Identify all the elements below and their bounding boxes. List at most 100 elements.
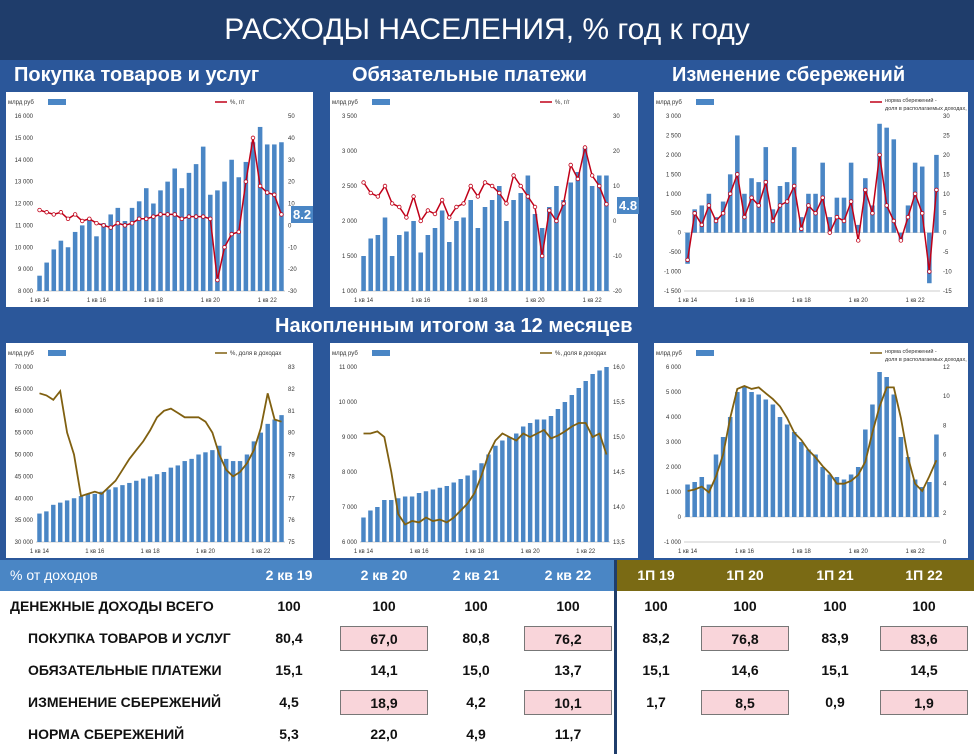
y2-tick-label: -10	[613, 254, 622, 260]
table-row: ДЕНЕЖНЫЕ ДОХОДЫ ВСЕГО 100 100 100 100 100 100 1…	[0, 591, 974, 622]
bar	[375, 507, 380, 542]
line-point	[229, 231, 234, 237]
y-tick-label: 10 000	[339, 400, 358, 406]
y-tick-label: 60 000	[15, 409, 34, 415]
y2-tick-label: 4	[943, 482, 947, 488]
bar	[72, 231, 78, 291]
y-tick-label: 1 500	[342, 254, 358, 260]
bar	[272, 144, 277, 291]
bar	[539, 228, 545, 291]
y2-tick-label: 0	[943, 231, 947, 237]
table-header-label: % от доходов	[10, 567, 98, 583]
y-tick-label: 45 000	[15, 474, 34, 480]
bar	[161, 472, 167, 542]
bar	[692, 209, 697, 233]
line-point	[200, 214, 206, 219]
badge-payments: 4.8	[617, 197, 640, 214]
table-cell	[880, 722, 968, 747]
line-point	[101, 223, 106, 228]
bar	[554, 186, 559, 291]
bar	[548, 416, 554, 542]
bar	[489, 200, 495, 291]
bar	[841, 479, 847, 517]
y-tick-label: 30 000	[15, 540, 34, 546]
y2-tick-label: 10	[288, 202, 295, 208]
chart-svg: млрд руб норма сбережений - доля в распола…	[656, 97, 968, 304]
line-point	[179, 216, 185, 222]
y-tick-label: 1 000	[666, 490, 682, 496]
bar	[582, 147, 588, 291]
legend-bar-swatch	[48, 350, 66, 356]
legend-bar-label: млрд руб	[656, 100, 682, 106]
line-point	[692, 211, 697, 216]
bar	[685, 232, 690, 264]
x-tick-label: 1 кв 20	[521, 549, 541, 555]
chart-svg: млрд руб %, доля в доходах 30 000 35 000 40 …	[8, 350, 295, 555]
y-tick-label: 2 500	[666, 133, 682, 139]
y-tick-label: 3 000	[666, 440, 682, 446]
line-point	[568, 162, 573, 168]
y2-tick-label: 6	[943, 453, 947, 459]
col-header: 1П 19	[637, 567, 675, 583]
bar	[430, 489, 436, 542]
line-point	[539, 253, 545, 259]
bar	[411, 221, 416, 291]
line-point	[375, 194, 381, 199]
legend-bar-label: млрд руб	[8, 100, 34, 106]
table-row: НОРМА СБЕРЕЖЕНИЙ 5,3 22,0 4,9 11,7	[0, 719, 974, 750]
bar	[919, 487, 925, 517]
bar	[215, 190, 220, 291]
bar	[927, 232, 932, 284]
bar	[44, 262, 49, 291]
chart-svg: млрд руб норма сбережений - доля в распола…	[656, 348, 968, 555]
line-point	[898, 238, 904, 243]
bar	[51, 249, 57, 291]
line-point	[720, 211, 726, 216]
line-point	[905, 214, 911, 220]
y2-tick-label: 81	[288, 409, 295, 415]
line-point	[65, 216, 71, 222]
y-tick-label: 12 000	[15, 202, 34, 208]
bar	[120, 485, 125, 542]
bar	[927, 482, 932, 517]
table-cell: 83,9	[821, 630, 849, 646]
bar	[604, 367, 609, 542]
row-label: ОБЯЗАТЕЛЬНЫЕ ПЛАТЕЖИ	[28, 662, 222, 678]
line-point	[51, 212, 56, 217]
legend-line-label: %, г/г	[230, 100, 246, 106]
line-point	[382, 183, 388, 189]
bar	[265, 423, 270, 542]
y2-tick-label: -15	[943, 289, 952, 295]
line-point	[265, 190, 270, 195]
bar	[863, 178, 868, 233]
bar	[203, 452, 208, 542]
x-tick-label: 1 кв 14	[354, 298, 374, 304]
line-point	[784, 199, 790, 204]
chart-svg: млрд руб %, г/г 8 000 9 000 10 000 11 000 12 0…	[8, 99, 297, 304]
y-tick-label: 3 000	[342, 149, 358, 155]
y-tick-label: 8 000	[18, 289, 34, 295]
bar	[44, 511, 49, 542]
line-point	[934, 187, 939, 193]
line-point	[129, 220, 135, 226]
bar	[230, 461, 236, 542]
chart-cum-savings: млрд руб норма сбережений - доля в распола…	[654, 343, 968, 558]
y-tick-label: 70 000	[15, 365, 34, 371]
bar	[791, 432, 797, 517]
y2-tick-label: 5	[943, 211, 947, 217]
table-cell: 11,7	[554, 726, 582, 742]
bar	[196, 454, 201, 542]
bar	[397, 235, 402, 291]
table-cell: 100	[733, 598, 757, 614]
bar	[841, 197, 847, 233]
series-line	[687, 385, 938, 494]
y-tick-label: 65 000	[15, 387, 34, 393]
y2-tick-label: 2	[943, 511, 947, 517]
bar	[92, 493, 98, 542]
bar	[475, 228, 481, 291]
bar	[735, 135, 740, 233]
y-tick-label: 35 000	[15, 518, 34, 524]
bar	[143, 188, 149, 291]
bar	[465, 475, 470, 542]
y-tick-label: 0	[678, 231, 682, 237]
